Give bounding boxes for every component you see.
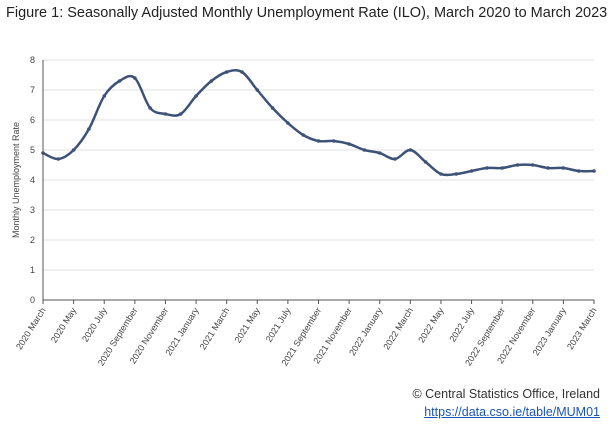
data-point-18[interactable]: [316, 139, 321, 143]
data-point-5[interactable]: [117, 79, 122, 83]
data-point-3[interactable]: [87, 127, 91, 131]
data-point-27[interactable]: [454, 172, 459, 176]
data-point-29[interactable]: [485, 166, 489, 170]
data-point-16[interactable]: [286, 121, 290, 125]
x-tick-label-13: 2022 May: [416, 305, 446, 344]
data-point-19[interactable]: [332, 139, 336, 143]
data-point-2[interactable]: [71, 148, 76, 152]
y-tick-label-2: 2: [30, 235, 35, 245]
chart-title: Figure 1: Seasonally Adjusted Monthly Un…: [6, 5, 608, 21]
data-point-15[interactable]: [270, 106, 275, 110]
data-point-9[interactable]: [178, 112, 183, 116]
data-point-0[interactable]: [41, 151, 45, 155]
x-tick-label-8: 2021 July: [264, 305, 293, 343]
data-point-35[interactable]: [576, 169, 581, 173]
data-point-26[interactable]: [439, 172, 443, 176]
x-tick-label-14: 2022 July: [447, 305, 476, 343]
data-point-28[interactable]: [469, 169, 474, 173]
source-link[interactable]: https://data.cso.ie/table/MUM01: [424, 405, 600, 419]
data-point-6[interactable]: [133, 76, 137, 80]
data-point-24[interactable]: [408, 148, 413, 152]
x-tick-label-7: 2021 May: [233, 305, 263, 344]
data-point-36[interactable]: [592, 169, 596, 173]
data-points: [41, 70, 596, 176]
copyright-credit: © Central Statistics Office, Ireland: [412, 387, 600, 401]
x-tick-label-17: 2023 January: [531, 305, 569, 357]
data-point-17[interactable]: [301, 133, 305, 137]
data-point-22[interactable]: [377, 151, 382, 155]
x-tick-label-11: 2022 January: [347, 305, 385, 357]
data-point-31[interactable]: [515, 163, 520, 167]
grid-lines: [43, 59, 594, 271]
data-point-12[interactable]: [224, 70, 229, 74]
series-line: [42, 69, 595, 177]
x-tick-label-0: 2020 March: [14, 306, 48, 352]
data-point-7[interactable]: [148, 106, 152, 110]
data-point-11[interactable]: [209, 79, 214, 83]
data-point-13[interactable]: [240, 70, 244, 74]
data-point-10[interactable]: [194, 94, 198, 98]
data-point-34[interactable]: [561, 166, 566, 170]
data-point-32[interactable]: [530, 163, 535, 167]
y-axis-ticks: 0 1 2 3 4 5 6 7 8: [30, 55, 35, 305]
x-tick-label-12: 2022 March: [381, 306, 415, 352]
data-point-4[interactable]: [102, 94, 107, 98]
y-tick-label-1: 1: [30, 265, 35, 275]
y-tick-label-0: 0: [30, 295, 35, 305]
data-point-33[interactable]: [546, 166, 550, 170]
x-tick-label-1: 2020 May: [49, 305, 79, 344]
data-point-23[interactable]: [393, 157, 397, 161]
y-tick-label-8: 8: [30, 55, 35, 65]
y-tick-label-5: 5: [30, 145, 35, 155]
y-tick-label-6: 6: [30, 115, 35, 125]
data-point-8[interactable]: [163, 112, 168, 116]
x-tick-label-5: 2021 January: [163, 305, 201, 357]
data-point-30[interactable]: [500, 166, 504, 170]
data-point-1[interactable]: [56, 157, 61, 161]
data-point-20[interactable]: [347, 142, 351, 146]
y-tick-label-7: 7: [30, 85, 35, 95]
data-point-21[interactable]: [362, 148, 367, 152]
data-point-14[interactable]: [255, 88, 260, 92]
axes: [42, 60, 594, 301]
y-tick-label-4: 4: [30, 175, 35, 185]
y-axis-label: Monthly Unemployment Rate: [11, 122, 21, 238]
x-tick-label-18: 2023 March: [565, 306, 599, 352]
x-tick-label-6: 2021 March: [198, 306, 232, 352]
x-tick-label-2: 2020 July: [80, 305, 109, 343]
y-tick-label-3: 3: [30, 205, 35, 215]
data-point-25[interactable]: [423, 160, 428, 164]
